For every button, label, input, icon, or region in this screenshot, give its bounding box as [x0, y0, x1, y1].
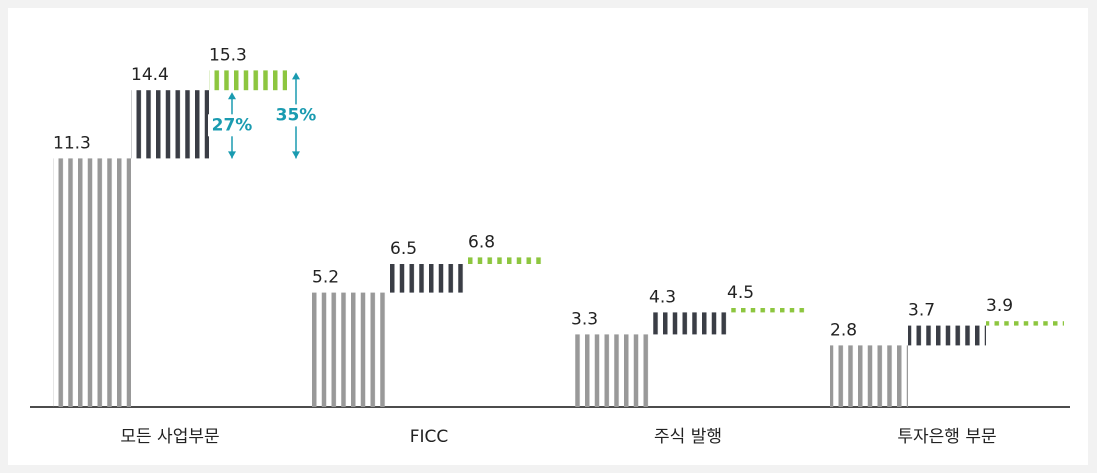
arrow-head: [292, 72, 300, 80]
value-label: 14.4: [131, 65, 169, 85]
arrow-head: [228, 151, 236, 159]
value-label: 11.3: [53, 133, 91, 153]
bar-segment: [209, 70, 287, 91]
category-label: FICC: [410, 427, 449, 447]
annotation-bg: [272, 104, 320, 127]
bar-segment: [468, 257, 546, 264]
bar-segment: [830, 345, 908, 407]
category-label: 주식 발행: [654, 427, 722, 447]
value-label: 5.2: [312, 268, 339, 288]
value-label: 2.8: [830, 320, 857, 340]
bar-segment: [312, 292, 390, 407]
panel: [8, 8, 1088, 465]
value-label: 3.3: [571, 309, 598, 329]
bar-segment: [571, 334, 649, 407]
category-label: 모든 사업부문: [120, 427, 219, 447]
arrow-head: [292, 151, 300, 159]
bar-segment: [986, 321, 1064, 326]
bar-segment: [649, 312, 727, 335]
value-label: 4.3: [649, 287, 676, 307]
value-label: 6.8: [468, 232, 495, 252]
bar-segment: [727, 308, 805, 313]
annotation-bg: [208, 114, 256, 137]
value-label: 3.7: [908, 301, 935, 321]
bar-segment: [908, 325, 986, 346]
value-label: 4.5: [727, 283, 754, 303]
value-label: 15.3: [209, 45, 247, 65]
bar-segment: [131, 90, 209, 159]
annotation: 27%: [212, 115, 253, 135]
value-label: 3.9: [986, 296, 1013, 316]
arrow-head: [228, 92, 236, 100]
bar-segment: [390, 264, 468, 293]
annotation: 35%: [276, 105, 317, 125]
value-label: 6.5: [390, 239, 417, 259]
bar-segment: [53, 158, 131, 407]
category-label: 투자은행 부문: [897, 427, 996, 447]
